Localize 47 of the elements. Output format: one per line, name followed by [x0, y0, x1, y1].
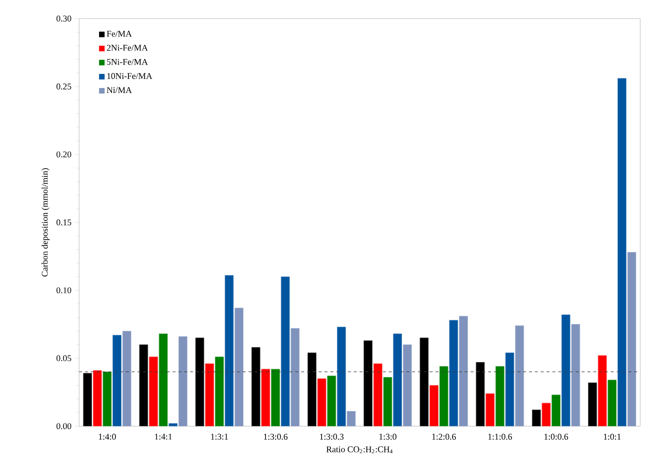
bar: [486, 393, 495, 426]
y-axis-title: Carbon deposition (mmol/min): [42, 168, 50, 276]
bar: [552, 394, 560, 426]
bar: [234, 308, 244, 426]
bar: [308, 352, 316, 426]
legend-label: Fe/MA: [106, 30, 132, 37]
x-tick-label: 1:4:1: [155, 434, 172, 440]
y-tick-label: 0.20: [56, 151, 72, 158]
bar: [393, 334, 402, 426]
bar: [214, 356, 224, 426]
x-tick-label: 1:0:1: [604, 434, 621, 440]
x-axis-title: Ratio CO$_{2}$:H$_{2}$:CH$_{4}$: [326, 446, 393, 454]
y-tick-label: 0.30: [56, 16, 72, 22]
bar: [588, 382, 597, 426]
y-tick-label: 0.10: [56, 287, 72, 294]
bar: [515, 325, 524, 426]
bar: [430, 385, 438, 426]
bar: [459, 316, 468, 426]
x-tick-label: 1:3:0.6: [264, 434, 288, 440]
x-tick-label: 1:3:0.3: [320, 434, 344, 440]
x-tick-label: 1:1:0.6: [488, 434, 512, 440]
bar: [178, 336, 188, 426]
bar: [112, 334, 122, 426]
bar: [496, 366, 504, 426]
legend-label: Ni/MA: [106, 87, 132, 93]
bar: [373, 363, 382, 426]
x-tick-label: 1:3:1: [211, 434, 228, 440]
y-tick-label: 0.00: [56, 423, 72, 430]
bar: [83, 372, 92, 426]
bar: [618, 78, 626, 426]
bar: [149, 356, 158, 426]
y-tick-label: 0.05: [56, 355, 72, 362]
legend-label: 10Ni-Fe/MA: [107, 72, 152, 79]
bar: [364, 340, 372, 426]
bar: [205, 363, 214, 426]
x-tick-label: 1:3:0: [379, 434, 396, 440]
bar: [532, 410, 541, 426]
y-tick-label: 0.25: [56, 83, 72, 90]
x-tick-label: 1:4:0: [98, 434, 116, 440]
x-tick-label: 1:0:0.6: [544, 434, 568, 440]
legend-label: 5Ni-Fe/MA: [107, 58, 148, 65]
bar: [327, 376, 336, 426]
bar: [271, 368, 280, 426]
legend-label: 2Ni-Fe/MA: [106, 44, 148, 51]
x-tick-label: 1:2:0.6: [432, 434, 456, 440]
y-tick-label: 0.15: [56, 219, 72, 226]
bar: [337, 326, 346, 426]
